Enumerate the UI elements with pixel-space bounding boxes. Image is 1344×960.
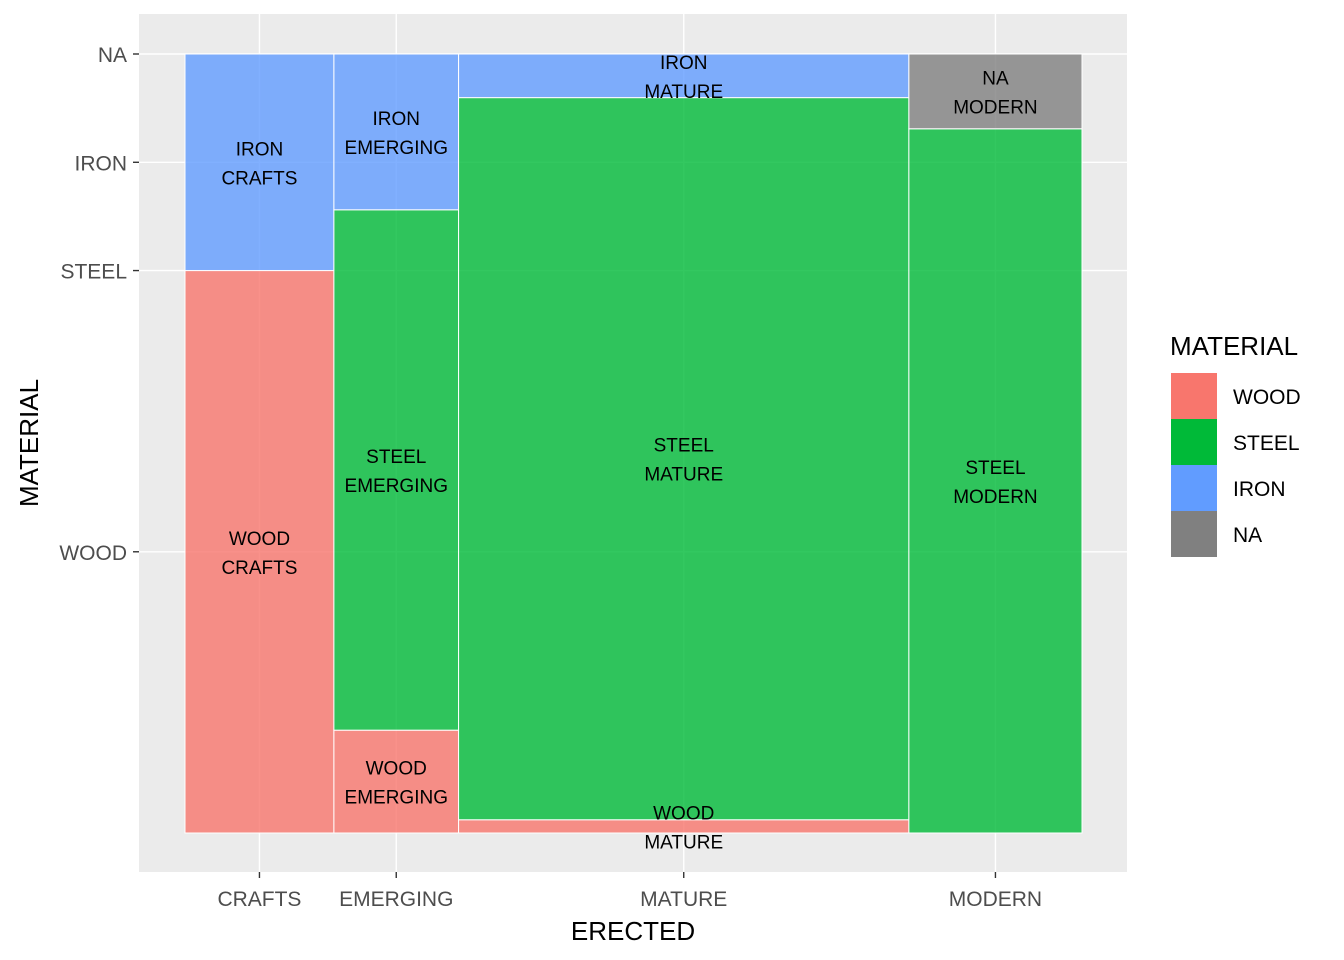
tile-label-iron-emerging: IRON EMERGING <box>345 109 448 159</box>
tile-steel-modern <box>908 128 1083 834</box>
legend-key-iron <box>1171 465 1217 511</box>
legend-key-wood <box>1171 373 1217 419</box>
tile-label-material: STEEL <box>965 458 1025 479</box>
tile-steel-mature <box>458 97 910 821</box>
tile-label-category: MODERN <box>953 487 1037 508</box>
legend-label-wood: WOOD <box>1233 386 1301 409</box>
y-tick-label-na: NA <box>98 44 127 67</box>
legend-title: MATERIAL <box>1170 331 1298 361</box>
tile-label-iron-mature: IRON MATURE <box>644 53 723 103</box>
tile-label-material: STEEL <box>366 447 426 468</box>
legend-label-na: NA <box>1233 524 1262 547</box>
y-axis-title: MATERIAL <box>14 379 44 507</box>
legend: MATERIAL WOOD STEEL IRON NA <box>1170 331 1301 557</box>
legend-key-steel <box>1171 419 1217 465</box>
tile-label-category: MATURE <box>644 465 723 486</box>
y-axis: WOOD STEEL IRON NA <box>59 44 139 565</box>
y-tick-label-wood: WOOD <box>59 542 127 565</box>
tile-label-material: STEEL <box>654 436 714 457</box>
legend-key-na <box>1171 511 1217 557</box>
tile-label-category: MODERN <box>953 97 1037 118</box>
tile-label-material: WOOD <box>229 529 290 550</box>
tile-label-material: IRON <box>372 109 420 130</box>
tile-label-material: WOOD <box>653 803 714 824</box>
x-tick-label-mature: MATURE <box>640 888 727 911</box>
mosaic-tiles <box>184 53 1083 834</box>
tile-label-category: CRAFTS <box>221 558 297 579</box>
tile-label-category: MATURE <box>644 82 723 103</box>
tile-label-material: NA <box>982 68 1009 89</box>
tile-label-category: MATURE <box>644 832 723 853</box>
legend-items: WOOD STEEL IRON NA <box>1171 373 1301 557</box>
tile-label-iron-crafts: IRON CRAFTS <box>221 139 297 189</box>
tile-na-modern <box>908 53 1083 130</box>
tile-label-steel-emerging: STEEL EMERGING <box>345 447 448 497</box>
tile-wood-emerging <box>333 729 460 834</box>
tile-steel-emerging <box>333 209 460 731</box>
tile-label-material: IRON <box>236 139 284 160</box>
tile-label-wood-crafts: WOOD CRAFTS <box>221 529 297 579</box>
tile-label-wood-emerging: WOOD EMERGING <box>345 759 448 809</box>
x-tick-label-emerging: EMERGING <box>339 888 453 911</box>
tile-label-material: IRON <box>660 53 708 74</box>
tile-label-category: EMERGING <box>345 476 448 497</box>
tile-iron-crafts <box>184 53 335 272</box>
x-axis: CRAFTS EMERGING MATURE MODERN <box>217 872 1042 911</box>
y-tick-label-steel: STEEL <box>60 261 127 284</box>
x-tick-label-crafts: CRAFTS <box>217 888 301 911</box>
legend-label-steel: STEEL <box>1233 432 1300 455</box>
y-tick-label-iron: IRON <box>75 152 128 175</box>
legend-label-iron: IRON <box>1233 478 1286 501</box>
tile-label-steel-modern: STEEL MODERN <box>953 458 1037 508</box>
tile-label-category: EMERGING <box>345 788 448 809</box>
tile-labels: WOOD CRAFTS IRON CRAFTS WOOD EMERGING STEEL EME… <box>221 53 1037 854</box>
tile-label-material: WOOD <box>366 759 427 780</box>
tile-label-category: EMERGING <box>345 138 448 159</box>
x-axis-title: ERECTED <box>571 916 695 946</box>
tile-iron-emerging <box>333 53 460 211</box>
x-tick-label-modern: MODERN <box>949 888 1042 911</box>
tile-wood-crafts <box>184 270 335 834</box>
tile-label-category: CRAFTS <box>221 168 297 189</box>
tile-label-na-modern: NA MODERN <box>953 68 1037 118</box>
tile-label-steel-mature: STEEL MATURE <box>644 436 723 486</box>
tile-label-wood-mature: WOOD MATURE <box>644 803 723 853</box>
